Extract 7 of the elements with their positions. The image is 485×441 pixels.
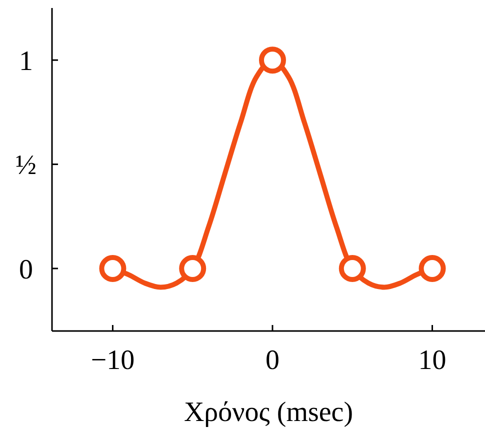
x-tick-label: −10: [90, 345, 135, 376]
x-tick-label: 0: [265, 345, 280, 376]
y-tick-label: ½: [16, 150, 36, 182]
x-tick-label: 10: [418, 345, 446, 376]
y-tick-label: 1: [19, 46, 33, 77]
y-tick-label: 0: [19, 254, 33, 286]
x-axis-title: Χρόνος (msec): [184, 397, 354, 428]
